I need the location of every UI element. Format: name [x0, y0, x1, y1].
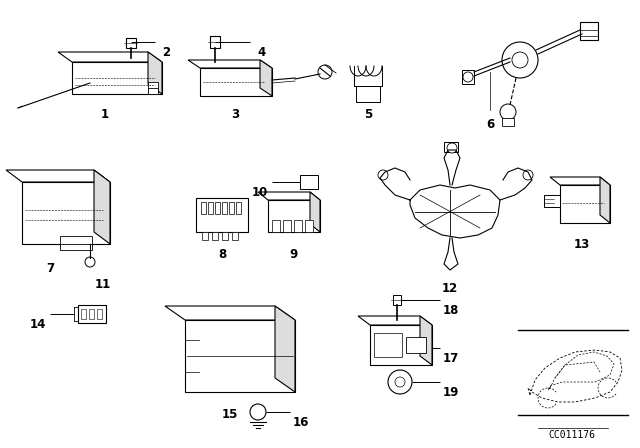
Text: 3: 3 [231, 108, 239, 121]
Bar [126, 38, 136, 48]
Polygon shape [500, 168, 532, 200]
Bar [81, 309, 86, 319]
Circle shape [318, 65, 332, 79]
Bar [544, 195, 560, 207]
Text: 10: 10 [252, 186, 268, 199]
Bar [202, 232, 208, 240]
Bar [60, 244, 92, 250]
Circle shape [250, 404, 266, 420]
Bar [462, 70, 474, 84]
Bar [60, 236, 92, 246]
Polygon shape [200, 68, 272, 96]
Bar [444, 142, 458, 152]
Polygon shape [358, 316, 432, 325]
Text: 12: 12 [442, 282, 458, 295]
Text: 4: 4 [257, 46, 265, 59]
Bar [210, 36, 220, 48]
Bar [212, 232, 218, 240]
Polygon shape [560, 185, 610, 223]
Text: 6: 6 [486, 118, 494, 131]
Polygon shape [72, 62, 162, 94]
Text: 16: 16 [293, 416, 309, 429]
Text: 13: 13 [574, 238, 590, 251]
Bar [294, 220, 302, 232]
Polygon shape [148, 52, 162, 94]
Bar [232, 232, 238, 240]
Bar [97, 309, 102, 319]
Text: 1: 1 [101, 108, 109, 121]
Polygon shape [268, 200, 320, 232]
Polygon shape [185, 320, 295, 392]
Bar [208, 202, 213, 214]
Text: 9: 9 [290, 248, 298, 261]
Text: 5: 5 [364, 108, 372, 121]
Bar [236, 202, 241, 214]
Circle shape [512, 52, 528, 68]
Bar [222, 232, 228, 240]
Text: 19: 19 [443, 386, 460, 399]
Text: 18: 18 [443, 304, 460, 317]
Bar [283, 220, 291, 232]
Bar [305, 220, 313, 232]
Bar [148, 82, 158, 90]
Bar [222, 202, 227, 214]
Polygon shape [94, 170, 110, 244]
Polygon shape [258, 192, 320, 200]
Text: 15: 15 [222, 408, 238, 421]
Bar [148, 88, 158, 94]
Bar [406, 337, 426, 353]
Text: 14: 14 [29, 318, 46, 331]
Polygon shape [410, 185, 500, 238]
Text: 2: 2 [162, 46, 170, 59]
Polygon shape [550, 177, 610, 185]
Bar [580, 22, 598, 40]
Bar [502, 118, 514, 126]
Polygon shape [310, 192, 320, 232]
Polygon shape [275, 306, 295, 392]
Polygon shape [165, 306, 295, 320]
Circle shape [463, 72, 473, 82]
Bar [229, 202, 234, 214]
Circle shape [447, 143, 457, 153]
Circle shape [388, 370, 412, 394]
Bar [300, 175, 318, 189]
Text: 7: 7 [46, 262, 54, 275]
Circle shape [523, 170, 533, 180]
Bar [78, 305, 106, 323]
Bar [272, 220, 280, 232]
Circle shape [395, 377, 405, 387]
Circle shape [502, 42, 538, 78]
Polygon shape [420, 316, 432, 365]
Bar [196, 198, 248, 232]
Polygon shape [370, 325, 432, 365]
Text: 8: 8 [218, 248, 226, 261]
Bar [215, 202, 220, 214]
Bar [201, 202, 206, 214]
Bar [393, 295, 401, 305]
Polygon shape [6, 170, 110, 182]
Bar [356, 86, 380, 102]
Text: CC011176: CC011176 [548, 430, 595, 440]
Polygon shape [260, 60, 272, 96]
Circle shape [378, 170, 388, 180]
Bar [89, 309, 94, 319]
Polygon shape [600, 177, 610, 223]
Bar [374, 333, 402, 357]
Circle shape [500, 104, 516, 120]
Text: 11: 11 [95, 278, 111, 291]
Polygon shape [188, 60, 272, 68]
Polygon shape [444, 150, 460, 185]
Polygon shape [58, 52, 162, 62]
Text: 17: 17 [443, 352, 460, 365]
Polygon shape [22, 182, 110, 244]
Circle shape [85, 257, 95, 267]
Polygon shape [444, 238, 458, 270]
Polygon shape [380, 168, 410, 200]
